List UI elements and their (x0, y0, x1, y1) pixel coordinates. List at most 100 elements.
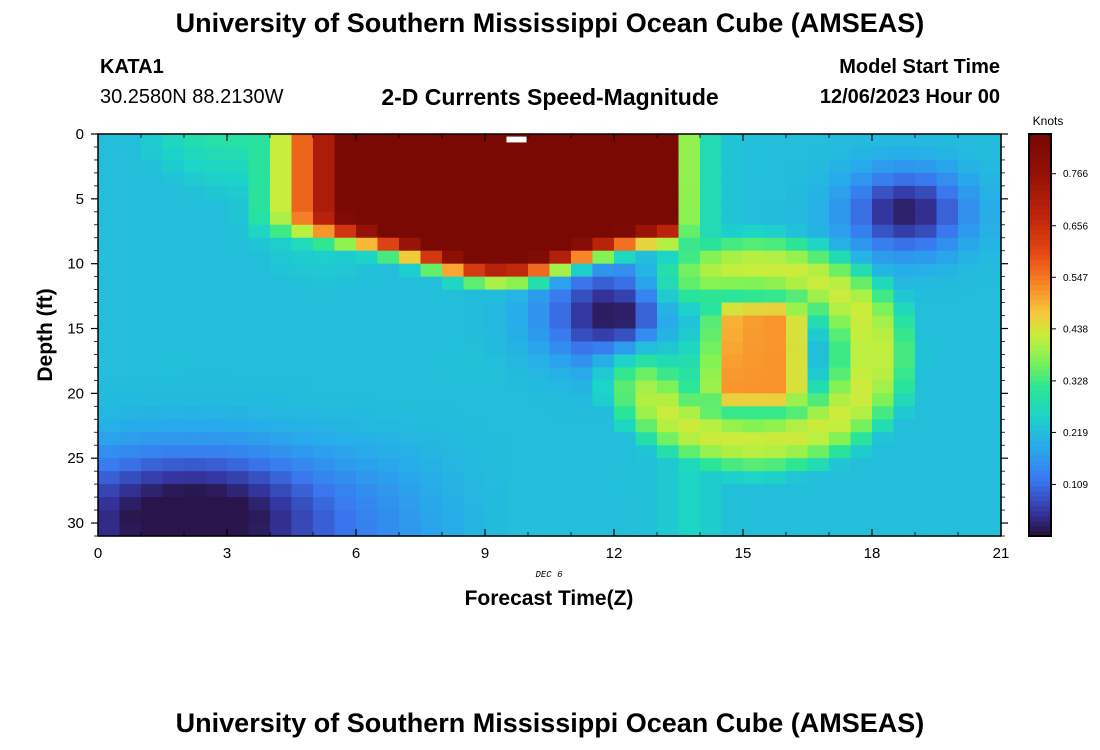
heatmap-cell (958, 354, 981, 369)
heatmap-cell (399, 393, 422, 407)
heatmap-cell (829, 276, 852, 291)
heatmap-cell (678, 341, 701, 356)
heatmap-cell (399, 458, 422, 472)
heatmap-cell (678, 419, 701, 433)
heatmap-cell (850, 523, 873, 537)
axis-ticks: 0 3 6 9 12 15 18 21 0 5 10 15 20 25 30 0.109 0.219 0.328 0… (67, 126, 1088, 562)
heatmap-cell (162, 315, 185, 330)
colorbar-segment (1029, 515, 1051, 522)
heatmap-cell (721, 198, 744, 213)
heatmap-cell (700, 419, 723, 433)
heatmap-cell (721, 315, 744, 330)
heatmap-cell (119, 341, 142, 356)
heatmap-cell (442, 250, 465, 265)
page-title: University of Southern Mississippi Ocean… (175, 8, 925, 38)
heatmap-cell (829, 250, 852, 265)
heatmap-cell (291, 484, 314, 498)
heatmap-cell (506, 315, 529, 330)
heatmap-cell (463, 146, 486, 161)
heatmap-cell (313, 276, 336, 291)
heatmap-cell (270, 523, 293, 537)
heatmap-cell (248, 250, 271, 265)
heatmap-cell (399, 237, 422, 252)
heatmap-cell (119, 185, 142, 200)
y-tick-label: 25 (67, 450, 84, 467)
heatmap-cell (850, 341, 873, 356)
heatmap-cell (420, 302, 443, 317)
colorbar-segment (1029, 395, 1051, 401)
heatmap-cell (571, 328, 594, 343)
heatmap-cell (614, 484, 637, 498)
heatmap-cell (119, 289, 142, 304)
heatmap-cell (936, 367, 959, 381)
heatmap-cell (248, 341, 271, 356)
heatmap-cell (506, 289, 529, 304)
heatmap-cell (98, 406, 121, 420)
heatmap-cell (786, 250, 809, 265)
colorbar-segment (1029, 385, 1051, 391)
heatmap-cell (979, 341, 1002, 356)
heatmap-cell (635, 185, 658, 200)
heatmap-cell (162, 211, 185, 226)
heatmap-cell (98, 198, 121, 213)
heatmap-cell (313, 134, 336, 148)
heatmap-cell (485, 510, 508, 524)
heatmap-cell (248, 523, 271, 537)
heatmap-cell (764, 471, 787, 485)
heatmap-cell (936, 237, 959, 252)
heatmap-cell (356, 159, 379, 174)
heatmap-cell (356, 380, 379, 394)
heatmap-cell (334, 419, 357, 433)
heatmap-cell (420, 341, 443, 356)
heatmap-cell (979, 276, 1002, 291)
heatmap-cell (463, 159, 486, 174)
heatmap-cell (399, 328, 422, 343)
heatmap-cell (936, 510, 959, 524)
heatmap-cell (270, 328, 293, 343)
heatmap-cell (141, 250, 164, 265)
heatmap-cell (958, 237, 981, 252)
heatmap-cell (786, 445, 809, 459)
heatmap-cell (657, 497, 680, 511)
heatmap-cell (356, 497, 379, 511)
heatmap-cell (829, 497, 852, 511)
heatmap-cell (98, 185, 121, 200)
heatmap-cell (291, 134, 314, 148)
heatmap-cell (377, 185, 400, 200)
heatmap-cell (592, 159, 615, 174)
heatmap-cell (270, 289, 293, 304)
colorbar-segment (1029, 415, 1051, 422)
heatmap-cell (291, 159, 314, 174)
heatmap-cell (270, 211, 293, 226)
heatmap-cell (678, 315, 701, 330)
heatmap-cell (764, 263, 787, 278)
heatmap-cell (872, 484, 895, 498)
heatmap-cell (592, 198, 615, 213)
heatmap-cell (356, 276, 379, 291)
heatmap-cell (184, 497, 207, 511)
heatmap-cell (743, 458, 766, 472)
heatmap-cell (893, 263, 916, 278)
heatmap-cell (356, 432, 379, 446)
heatmap-cell (141, 484, 164, 498)
heatmap-cell (721, 523, 744, 537)
colorbar-segment (1029, 309, 1051, 316)
heatmap-cell (721, 497, 744, 511)
heatmap-cell (205, 458, 228, 472)
heatmap-cell (614, 159, 637, 174)
heatmap-cell (141, 315, 164, 330)
heatmap-cell (936, 497, 959, 511)
heatmap-cell (979, 354, 1002, 369)
heatmap-cell (635, 393, 658, 407)
heatmap-cell (98, 211, 121, 226)
heatmap-cell (829, 237, 852, 252)
colorbar-segment (1029, 159, 1051, 165)
heatmap-cell (592, 484, 615, 498)
heatmap-cell (764, 432, 787, 446)
heatmap-cell (807, 146, 830, 161)
heatmap-cell (270, 497, 293, 511)
heatmap-cell (635, 276, 658, 291)
heatmap-cell (786, 380, 809, 394)
heatmap-cell (850, 471, 873, 485)
heatmap-cell (807, 302, 830, 317)
